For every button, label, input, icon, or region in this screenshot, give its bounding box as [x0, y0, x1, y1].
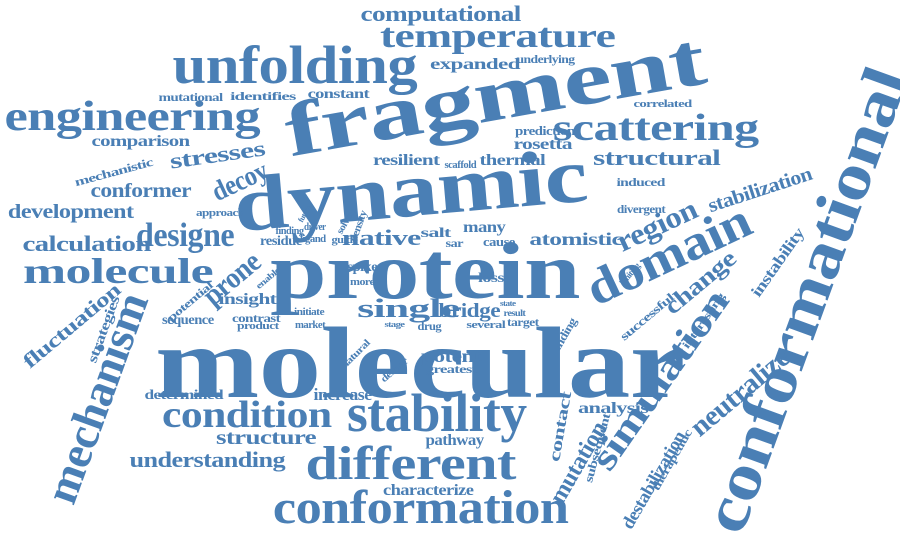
- word-calculation: calculation: [21, 231, 151, 256]
- word-expanded: expanded: [430, 56, 520, 73]
- word-scattering: scattering: [552, 107, 758, 149]
- word-unfolding: unfolding: [172, 35, 418, 95]
- word-molecular: molecular: [155, 307, 685, 420]
- word-target: target: [507, 315, 539, 329]
- word-temperature: temperature: [379, 18, 615, 55]
- word-understanding: understanding: [129, 447, 285, 472]
- word-cause: cause: [483, 233, 515, 249]
- word-native: native: [341, 225, 421, 250]
- word-sequence: sequence: [162, 313, 214, 328]
- word-prediction: prediction: [515, 122, 575, 138]
- word-state: state: [500, 299, 516, 308]
- word-more: more: [349, 275, 375, 288]
- word-product: product: [237, 319, 279, 332]
- word-identifies: identifies: [230, 89, 296, 103]
- word-conformation: conformation: [272, 481, 568, 534]
- word-atomistic: atomistic: [528, 229, 622, 249]
- word-increase: increase: [312, 384, 372, 404]
- word-pathway: pathway: [424, 432, 484, 449]
- word-development: development: [7, 201, 133, 223]
- word-mechanism: mechanism: [34, 285, 158, 510]
- word-result: result: [503, 307, 525, 318]
- word-residue: residue: [260, 234, 302, 249]
- word-single: single: [356, 294, 460, 323]
- word-market: market: [295, 320, 326, 331]
- word-analysis: analysis: [577, 400, 649, 417]
- word-different: different: [304, 437, 516, 490]
- word-designe: designe: [136, 217, 235, 254]
- word-stage: stage: [384, 320, 404, 329]
- word-finding: finding: [274, 226, 304, 237]
- word-determined: determined: [143, 388, 223, 403]
- word-greatest: greatest: [425, 362, 477, 376]
- word-ligand: ligand: [300, 234, 326, 245]
- word-engineering: engineering: [4, 94, 261, 140]
- word-sar: sar: [445, 236, 463, 250]
- word-bridge: bridge: [438, 300, 500, 322]
- word-correlated: correlated: [632, 97, 692, 110]
- word-spike: spike: [347, 260, 377, 275]
- word-drug: drug: [417, 319, 441, 333]
- word-induced: induced: [615, 175, 665, 189]
- word-thermal: thermal: [479, 152, 545, 169]
- word-insight: insight: [218, 291, 276, 308]
- word-conformer: conformer: [89, 180, 191, 202]
- word-stability: stability: [346, 383, 527, 443]
- word-initiate: initiate: [293, 307, 325, 318]
- word-approach: approach: [195, 206, 245, 219]
- word-guide: guide: [331, 235, 357, 246]
- word-structural: structural: [592, 145, 720, 170]
- word-mutational: mutational: [157, 90, 223, 104]
- word-salt: salt: [419, 226, 451, 241]
- word-many: many: [462, 219, 506, 236]
- word-loss: loss: [478, 271, 504, 286]
- word-several: several: [465, 318, 505, 331]
- word-condition: condition: [162, 394, 332, 436]
- word-driver: driver: [303, 222, 326, 233]
- word-underlying: underlying: [516, 52, 575, 66]
- word-protein: protein: [270, 228, 580, 316]
- word-constant: constant: [307, 87, 369, 102]
- word-characterize: characterize: [382, 482, 474, 499]
- word-molecule: molecule: [23, 251, 214, 291]
- word-scaffold: scaffold: [443, 158, 476, 171]
- word-computational: computational: [359, 1, 521, 26]
- word-potent: potent: [421, 346, 482, 366]
- word-structure: structure: [216, 427, 317, 449]
- word-contrast: contrast: [232, 311, 281, 325]
- word-resilient: resilient: [372, 152, 440, 169]
- word-rosetta: rosetta: [512, 136, 572, 153]
- word-divergent: divergent: [616, 202, 666, 216]
- word-comparison: comparison: [90, 133, 190, 150]
